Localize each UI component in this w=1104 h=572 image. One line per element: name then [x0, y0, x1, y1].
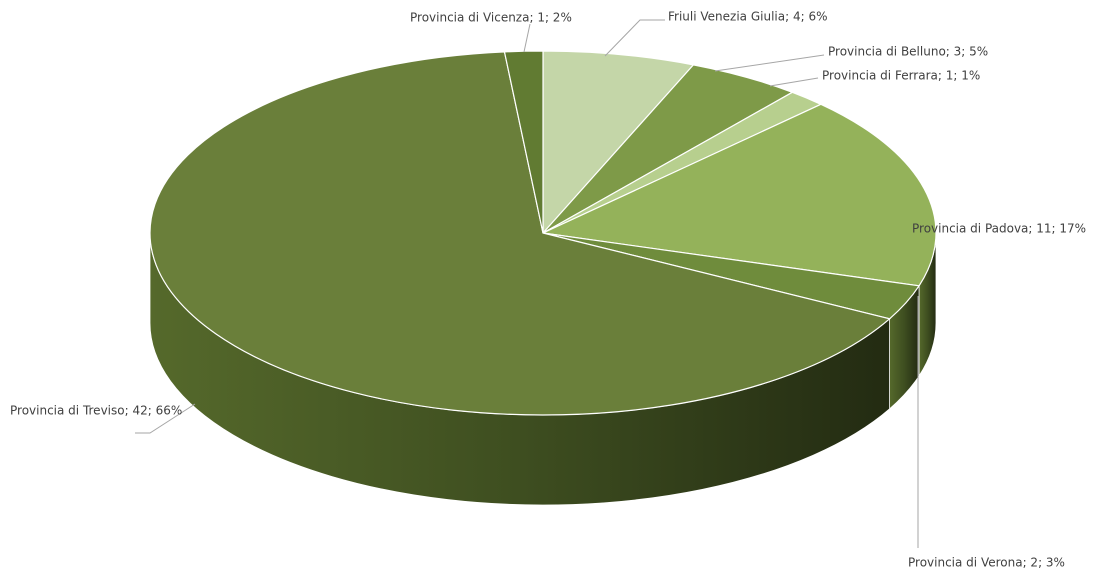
data-label: Friuli Venezia Giulia; 4; 6%: [668, 10, 827, 24]
data-label: Provincia di Ferrara; 1; 1%: [822, 69, 980, 83]
slice: [149, 51, 891, 416]
data-label: Provincia di Verona; 2; 3%: [908, 556, 1065, 570]
leader-line: [135, 403, 196, 434]
leader-line: [769, 77, 819, 87]
data-label: Provincia di Treviso; 42; 66%: [10, 404, 182, 418]
leader-line: [714, 54, 825, 72]
pie-sides: [149, 232, 937, 506]
leader-line: [604, 19, 665, 57]
leader-line: [523, 23, 531, 53]
slice: [542, 50, 695, 235]
slice: [540, 103, 937, 287]
data-label: Provincia di Belluno; 3; 5%: [828, 45, 988, 59]
data-label: Provincia di Vicenza; 1; 2%: [410, 11, 572, 25]
data-label: Provincia di Padova; 11; 17%: [912, 222, 1086, 236]
data-labels: Friuli Venezia Giulia; 4; 6% Provincia di…: [10, 10, 1086, 570]
pie-tops: [149, 50, 937, 416]
